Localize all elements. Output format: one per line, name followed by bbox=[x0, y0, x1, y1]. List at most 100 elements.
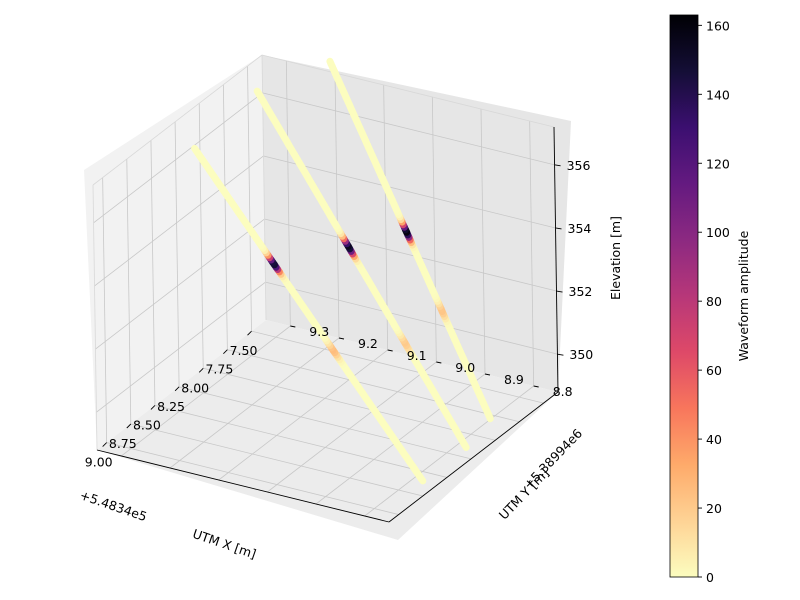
x-tick bbox=[198, 367, 204, 373]
series-1 bbox=[326, 57, 494, 423]
x-offset-text: +5.4834e5 bbox=[78, 487, 149, 524]
pane-edge bbox=[92, 184, 98, 451]
data-point bbox=[191, 144, 200, 155]
axes: 7.50 7.75 8.00 8.25 8.50 8.75 9.00 8.8 8.9 9.0 9.1… bbox=[85, 126, 593, 523]
colorbar-tick-label: 160 bbox=[706, 18, 730, 33]
z-tick bbox=[555, 227, 562, 230]
grid-line-z bbox=[93, 92, 263, 224]
y-tick-label: 8.8 bbox=[553, 384, 573, 399]
grid-line-x bbox=[222, 84, 228, 350]
x-tick-label: 8.50 bbox=[133, 417, 161, 432]
colorbar-tick-label: 60 bbox=[706, 363, 722, 378]
data-point bbox=[253, 87, 263, 98]
colorbar-tick-label: 0 bbox=[706, 570, 714, 585]
colorbar-gradient bbox=[669, 14, 699, 578]
grid-line-y bbox=[121, 325, 291, 457]
grid-line-x bbox=[126, 158, 132, 425]
y-tick-label: 9.2 bbox=[358, 336, 378, 351]
grid-line-y bbox=[364, 385, 534, 517]
grid-line-x bbox=[130, 423, 423, 497]
grid-line-x bbox=[102, 177, 108, 443]
colorbar-tick-label: 100 bbox=[706, 225, 730, 240]
grid-line-x bbox=[178, 386, 472, 460]
data-point bbox=[326, 57, 335, 68]
y-tick-label: 9.0 bbox=[455, 360, 475, 375]
x-axis-line bbox=[96, 449, 390, 523]
grid-line-y bbox=[315, 373, 486, 505]
grid-line-y bbox=[267, 361, 437, 493]
y-tick-label: 8.9 bbox=[504, 372, 524, 387]
colorbar-tick-label: 40 bbox=[706, 432, 722, 447]
grid-line-z bbox=[262, 92, 555, 166]
x-tick bbox=[102, 442, 107, 447]
y-tick bbox=[533, 385, 539, 388]
colorbar-label: Waveform amplitude bbox=[736, 230, 751, 361]
z-tick-label: 352 bbox=[569, 284, 593, 299]
grid-line-x bbox=[154, 405, 448, 478]
y-axis-line bbox=[388, 391, 559, 523]
y-tick bbox=[436, 361, 442, 364]
series-2 bbox=[253, 87, 470, 451]
grid-line-x bbox=[174, 121, 180, 387]
grid-line-x bbox=[203, 367, 496, 441]
z-tick-label: 354 bbox=[568, 221, 592, 236]
z-tick-label: 350 bbox=[569, 347, 593, 362]
colorbar-tick-label: 80 bbox=[706, 294, 722, 309]
z-axis-line bbox=[553, 126, 559, 393]
pane-edge bbox=[92, 54, 263, 186]
grid-line-x bbox=[150, 140, 156, 406]
x-tick-label: 8.00 bbox=[181, 380, 209, 395]
y-offset-text: +5.38994e6 bbox=[520, 426, 585, 492]
y-tick-label: 9.1 bbox=[407, 348, 427, 363]
y-tick-label: 9.3 bbox=[309, 324, 329, 339]
colorbar-tick-label: 120 bbox=[706, 156, 730, 171]
grid-line-y bbox=[334, 72, 340, 339]
grid-line-y bbox=[431, 96, 437, 363]
y-tick bbox=[338, 337, 345, 340]
grid-line-z bbox=[96, 281, 266, 413]
y-tick bbox=[484, 373, 491, 376]
grid-lines bbox=[93, 60, 558, 517]
floor-pane bbox=[97, 320, 558, 540]
z-tick-label: 356 bbox=[567, 158, 591, 173]
x-tick bbox=[126, 423, 132, 429]
grid-line-y bbox=[480, 108, 486, 375]
grid-line-z bbox=[95, 218, 265, 350]
x-tick-label: 8.75 bbox=[109, 436, 137, 451]
x-tick-label: 7.50 bbox=[230, 343, 258, 358]
x-tick bbox=[150, 405, 156, 410]
colorbar-tick-label: 20 bbox=[706, 501, 722, 516]
pane-edge bbox=[261, 54, 555, 128]
grid-line-z bbox=[263, 155, 556, 229]
colorbar-tick-label: 140 bbox=[706, 87, 730, 102]
x-tick bbox=[223, 349, 228, 355]
z-axis-label: Elevation [m] bbox=[608, 216, 623, 300]
x-axis-label: UTM X [m] bbox=[191, 526, 258, 562]
grid-line-x bbox=[247, 66, 252, 332]
grid-line-z bbox=[94, 155, 264, 287]
grid-line-x bbox=[251, 330, 544, 404]
back-pane bbox=[262, 55, 571, 392]
grid-line-y bbox=[169, 337, 340, 469]
grid-line-x bbox=[198, 103, 204, 369]
series-3 bbox=[191, 144, 427, 485]
x-tick-label: 7.75 bbox=[205, 362, 233, 377]
x-tick bbox=[247, 330, 252, 336]
grid-line-x bbox=[227, 349, 520, 423]
grid-line-x bbox=[106, 442, 399, 515]
x-tick-label: 8.25 bbox=[157, 399, 185, 414]
x-tick bbox=[174, 386, 180, 392]
grid-line-y bbox=[218, 349, 388, 481]
z-tick bbox=[556, 290, 563, 293]
colorbar-ticks: 0 20 40 60 80 100 120 140 160 bbox=[698, 18, 730, 585]
y-tick bbox=[290, 325, 296, 328]
z-tick bbox=[554, 164, 561, 167]
grid-line-z bbox=[264, 218, 557, 292]
y-tick bbox=[387, 349, 393, 352]
data-series bbox=[191, 57, 494, 485]
x-tick-label: 9.00 bbox=[85, 455, 113, 470]
grid-line-z bbox=[265, 281, 558, 355]
grid-line-y bbox=[529, 120, 535, 387]
z-tick bbox=[557, 353, 564, 356]
